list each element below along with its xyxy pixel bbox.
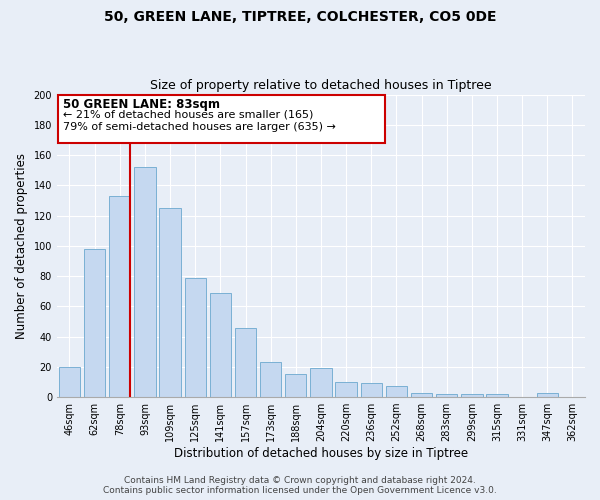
Bar xyxy=(285,374,307,397)
Text: 50, GREEN LANE, TIPTREE, COLCHESTER, CO5 0DE: 50, GREEN LANE, TIPTREE, COLCHESTER, CO5… xyxy=(104,10,496,24)
Text: ← 21% of detached houses are smaller (165): ← 21% of detached houses are smaller (16… xyxy=(63,110,314,120)
Bar xyxy=(335,382,357,397)
Text: 79% of semi-detached houses are larger (635) →: 79% of semi-detached houses are larger (… xyxy=(63,122,336,132)
Bar xyxy=(260,362,281,397)
Bar xyxy=(160,208,181,397)
Bar xyxy=(235,328,256,397)
Title: Size of property relative to detached houses in Tiptree: Size of property relative to detached ho… xyxy=(150,79,492,92)
Bar xyxy=(411,392,432,397)
Bar xyxy=(134,167,155,397)
X-axis label: Distribution of detached houses by size in Tiptree: Distribution of detached houses by size … xyxy=(174,447,468,460)
Bar xyxy=(310,368,332,397)
Bar xyxy=(185,278,206,397)
Bar xyxy=(536,392,558,397)
Y-axis label: Number of detached properties: Number of detached properties xyxy=(15,153,28,339)
Bar xyxy=(461,394,482,397)
Bar xyxy=(436,394,457,397)
FancyBboxPatch shape xyxy=(58,94,385,143)
Bar xyxy=(59,367,80,397)
Bar xyxy=(361,384,382,397)
Text: 50 GREEN LANE: 83sqm: 50 GREEN LANE: 83sqm xyxy=(63,98,220,110)
Bar xyxy=(84,249,106,397)
Bar xyxy=(486,394,508,397)
Text: Contains HM Land Registry data © Crown copyright and database right 2024.
Contai: Contains HM Land Registry data © Crown c… xyxy=(103,476,497,495)
Bar xyxy=(209,292,231,397)
Bar xyxy=(386,386,407,397)
Bar xyxy=(109,196,130,397)
